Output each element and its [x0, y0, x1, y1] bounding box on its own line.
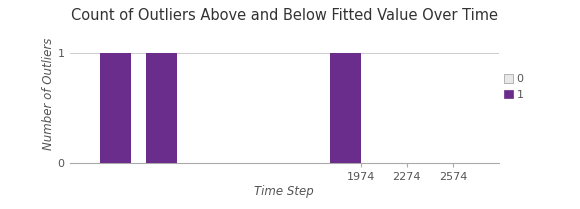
Bar: [330, 53, 361, 163]
X-axis label: Time Step: Time Step: [254, 185, 314, 198]
Legend: 0, 1: 0, 1: [505, 74, 524, 100]
Bar: [100, 53, 131, 163]
Title: Count of Outliers Above and Below Fitted Value Over Time: Count of Outliers Above and Below Fitted…: [71, 8, 498, 23]
Y-axis label: Number of Outliers: Number of Outliers: [42, 38, 55, 150]
Bar: [146, 53, 177, 163]
